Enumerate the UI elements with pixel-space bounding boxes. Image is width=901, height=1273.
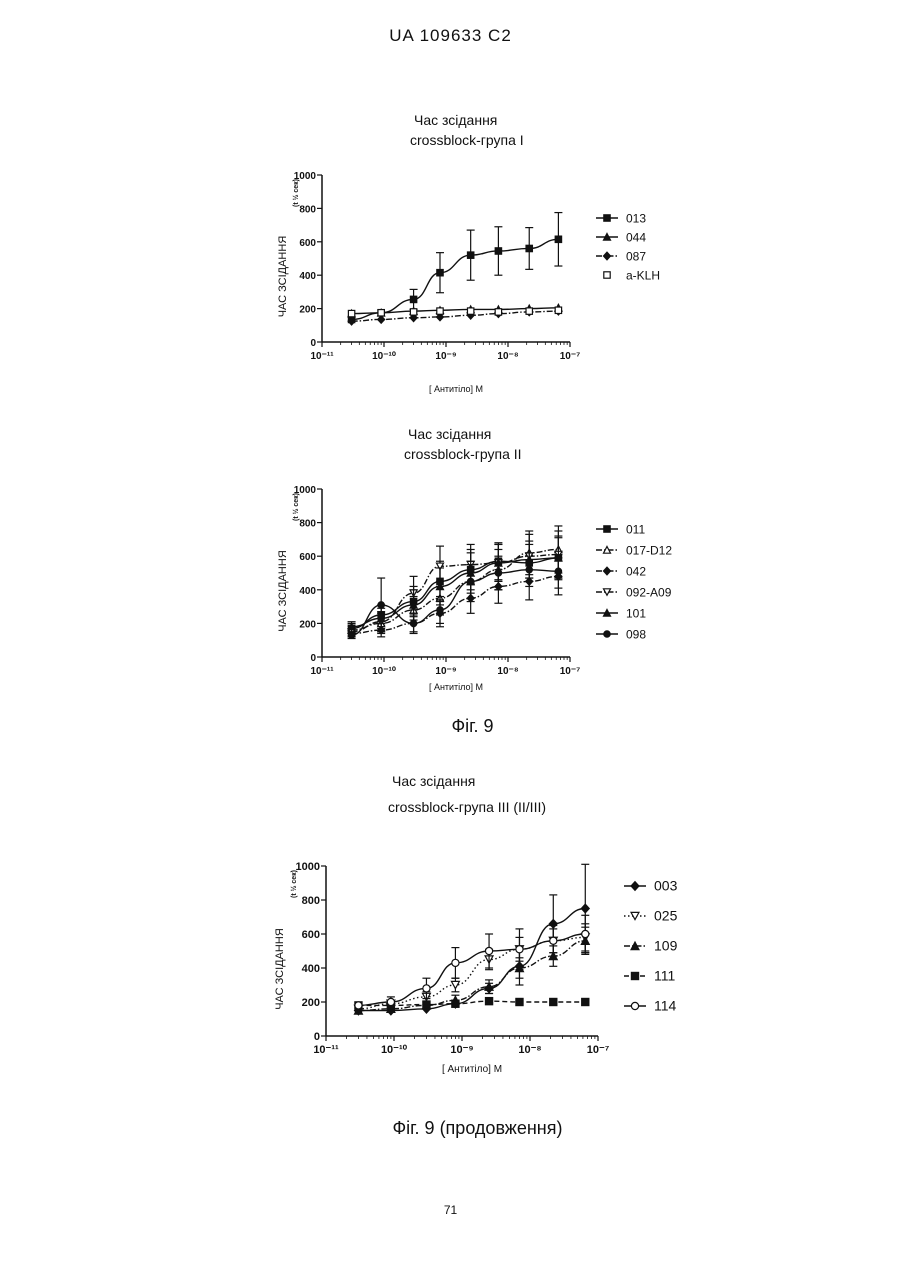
page-number: 71	[0, 1203, 901, 1217]
data-point	[355, 1002, 362, 1009]
figure-caption-continued: Фіг. 9 (продовження)	[0, 1118, 901, 1139]
legend-marker	[631, 1002, 638, 1009]
legend-label: 003	[654, 878, 678, 894]
legend-label: 114	[654, 998, 677, 1014]
y-tick-label: 800	[302, 895, 320, 907]
legend-item-025: 025	[624, 908, 678, 924]
legend-marker	[631, 882, 639, 891]
data-point	[485, 998, 492, 1005]
y-tick-label: 1000	[296, 861, 320, 873]
data-point	[550, 998, 557, 1005]
y-tick-label: 200	[302, 997, 320, 1009]
data-point	[516, 946, 523, 953]
y-tick-label: 400	[302, 963, 320, 975]
data-point	[582, 998, 589, 1005]
y-axis-label: ЧАС ЗСІДАННЯ	[274, 928, 286, 1010]
data-point	[582, 930, 589, 937]
x-tick-label: 10⁻¹¹	[313, 1044, 339, 1056]
legend-label: 025	[654, 908, 678, 924]
y-tick-label: 0	[314, 1031, 320, 1043]
legend-item-111: 111	[624, 968, 675, 984]
x-tick-label: 10⁻⁷	[587, 1044, 610, 1056]
legend-label: 111	[654, 968, 675, 984]
legend-item-114: 114	[624, 998, 677, 1014]
data-point	[581, 904, 589, 913]
chart-3: 0 200 400 600 800 1000 10⁻¹¹ 10⁻¹⁰ 10⁻⁹ 10⁻⁸ 10⁻⁷ […	[0, 0, 901, 1273]
y-tick-label: 600	[302, 929, 320, 941]
x-axis-label: [ Антитіло] М	[442, 1064, 502, 1075]
legend-label: 109	[654, 938, 678, 954]
data-point	[485, 947, 492, 954]
data-point	[550, 937, 557, 944]
legend-item-003: 003	[624, 878, 678, 894]
data-point	[423, 1001, 430, 1008]
x-tick-label: 10⁻⁹	[450, 1044, 473, 1056]
legend-item-109: 109	[624, 938, 678, 954]
x-tick-label: 10⁻⁸	[518, 1044, 541, 1056]
y-axis-unit: (t ½ сек)	[290, 870, 298, 898]
legend-marker	[631, 972, 638, 979]
x-tick-label: 10⁻¹⁰	[381, 1044, 408, 1056]
data-point	[452, 1000, 459, 1007]
data-point	[387, 998, 394, 1005]
data-point	[423, 985, 430, 992]
data-point	[452, 959, 459, 966]
data-point	[516, 998, 523, 1005]
